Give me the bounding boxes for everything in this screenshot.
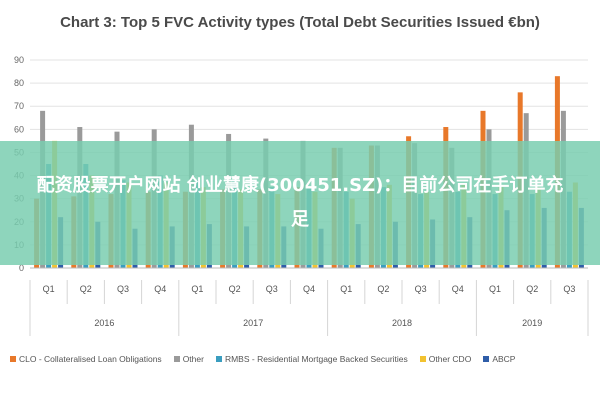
x-tick-label: Q1 <box>489 284 501 294</box>
legend-label: Other <box>182 354 204 364</box>
legend-swatch <box>10 356 16 362</box>
legend-item: RMBS - Residential Mortgage Backed Secur… <box>215 354 408 364</box>
x-tick-label: Q1 <box>191 284 203 294</box>
group-label: 2017 <box>243 318 263 328</box>
legend-swatch <box>483 356 490 362</box>
y-tick-label: 80 <box>14 78 24 88</box>
x-tick-label: Q4 <box>154 284 166 294</box>
group-label: 2016 <box>94 318 114 328</box>
x-tick-label: Q3 <box>266 284 278 294</box>
x-tick-label: Q3 <box>415 284 427 294</box>
x-tick-label: Q3 <box>563 284 575 294</box>
y-tick-label: 90 <box>14 55 24 65</box>
legend-item: ABCP <box>483 354 515 364</box>
y-tick-label: 70 <box>14 101 24 111</box>
x-tick-label: Q4 <box>452 284 464 294</box>
legend-label: RMBS - Residential Mortgage Backed Secur… <box>224 354 408 364</box>
legend-label: CLO - Collateralised Loan Obligations <box>19 354 162 364</box>
legend-label: ABCP <box>492 354 516 364</box>
chart-title: Chart 3: Top 5 FVC Activity types (Total… <box>60 14 540 31</box>
x-tick-label: Q2 <box>377 284 389 294</box>
y-tick-label: 60 <box>14 124 24 134</box>
x-tick-label: Q2 <box>80 284 92 294</box>
overlay-headline[interactable]: 配资股票开户网站 创业慧康(300451.SZ)：目前公司在手订单充足 <box>36 175 564 230</box>
group-label: 2018 <box>392 318 412 328</box>
legend-swatch <box>173 356 180 362</box>
x-tick-label: Q2 <box>229 284 241 294</box>
x-tick-label: Q1 <box>340 284 352 294</box>
x-tick-label: Q2 <box>526 284 538 294</box>
x-tick-label: Q3 <box>117 284 129 294</box>
chart-legend: CLO - Collateralised Loan Obligations Oth… <box>10 351 600 367</box>
legend-swatch <box>419 356 426 362</box>
x-tick-label: Q1 <box>43 284 55 294</box>
legend-swatch <box>215 356 222 362</box>
legend-item: CLO - Collateralised Loan Obligations <box>10 354 162 364</box>
legend-item: Other <box>173 354 204 364</box>
y-tick-label: 0 <box>19 263 24 273</box>
group-label: 2019 <box>522 318 542 328</box>
legend-label: Other CDO <box>428 354 472 364</box>
overlay-banner[interactable]: 配资股票开户网站 创业慧康(300451.SZ)：目前公司在手订单充足 <box>0 141 600 265</box>
x-tick-label: Q4 <box>303 284 315 294</box>
legend-item: Other CDO <box>419 354 472 364</box>
